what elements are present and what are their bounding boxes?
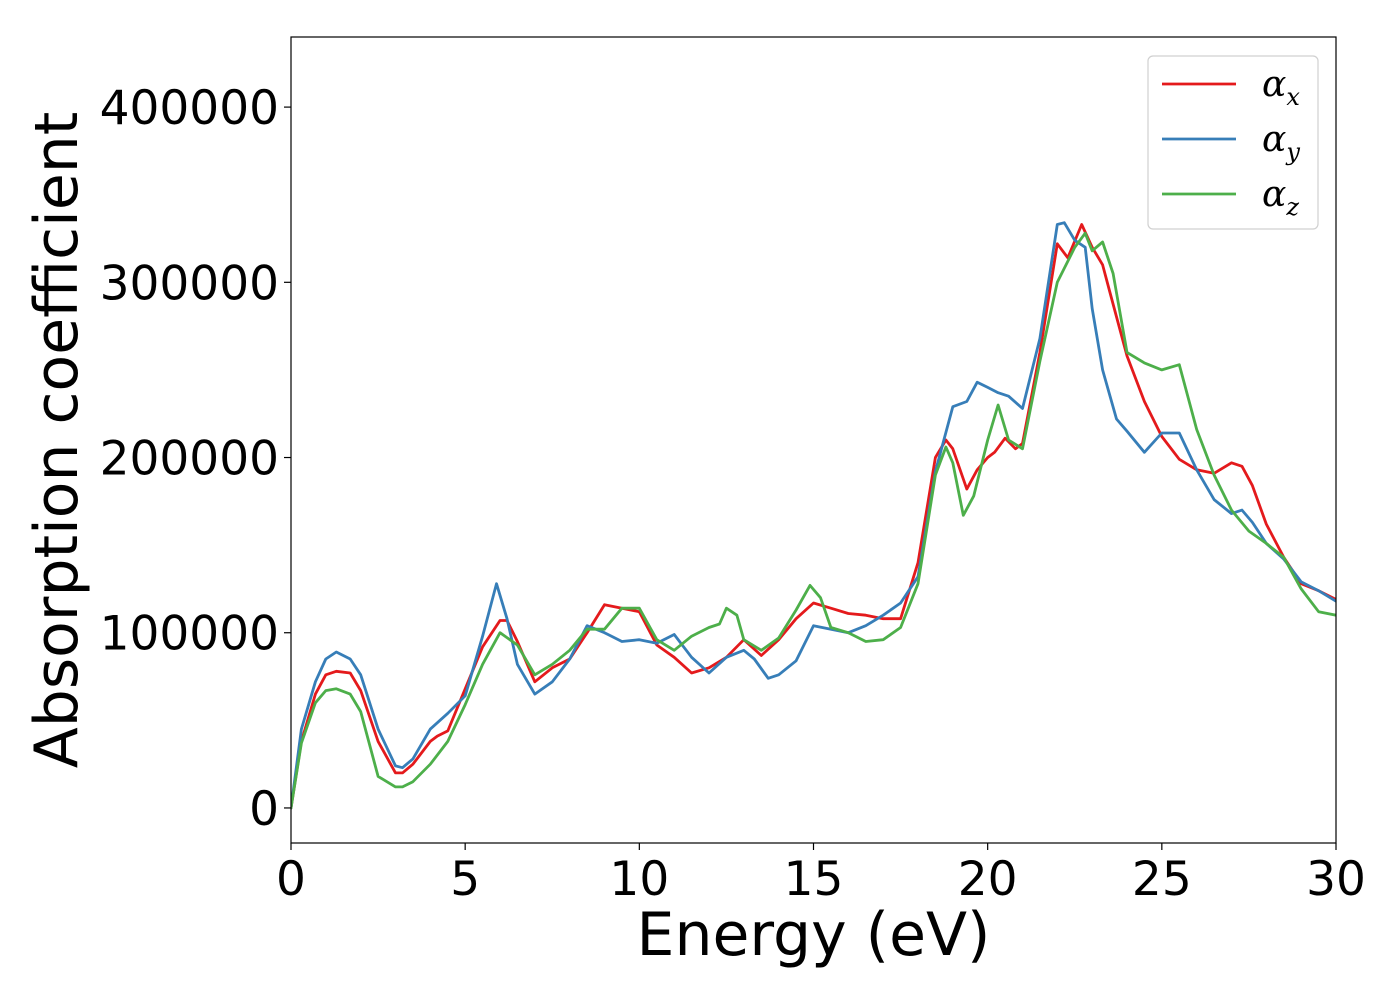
legend-label-z: αz — [1262, 174, 1299, 221]
x-tick-label: 5 — [450, 852, 480, 907]
x-axis-ticks: 0 5 10 15 20 25 30 — [276, 843, 1366, 907]
x-tick-label: 15 — [784, 852, 844, 907]
x-axis-title: Energy (eV) — [637, 900, 991, 970]
legend: αx αy αz — [1147, 55, 1319, 230]
y-axis-ticks: 0 100000 200000 300000 400000 — [100, 81, 291, 837]
x-tick-label: 10 — [609, 852, 669, 907]
y-tick-label: 100000 — [100, 607, 279, 662]
y-tick-label: 0 — [249, 782, 279, 837]
plot-lines — [291, 221, 1336, 810]
series-line-x — [291, 223, 1336, 810]
x-tick-label: 0 — [276, 852, 306, 907]
series-line-z — [291, 231, 1336, 810]
x-tick-label: 30 — [1306, 852, 1366, 907]
y-tick-label: 300000 — [100, 256, 279, 311]
x-tick-label: 20 — [958, 852, 1018, 907]
y-tick-label: 400000 — [100, 81, 279, 136]
y-axis-title: Absorption coefficient — [22, 112, 92, 769]
legend-box — [1147, 55, 1319, 230]
legend-label-y: αy — [1262, 119, 1300, 166]
series-line-y — [291, 221, 1336, 810]
x-tick-label: 25 — [1132, 852, 1192, 907]
y-tick-label: 200000 — [100, 432, 279, 487]
legend-label-x: αx — [1262, 64, 1300, 111]
